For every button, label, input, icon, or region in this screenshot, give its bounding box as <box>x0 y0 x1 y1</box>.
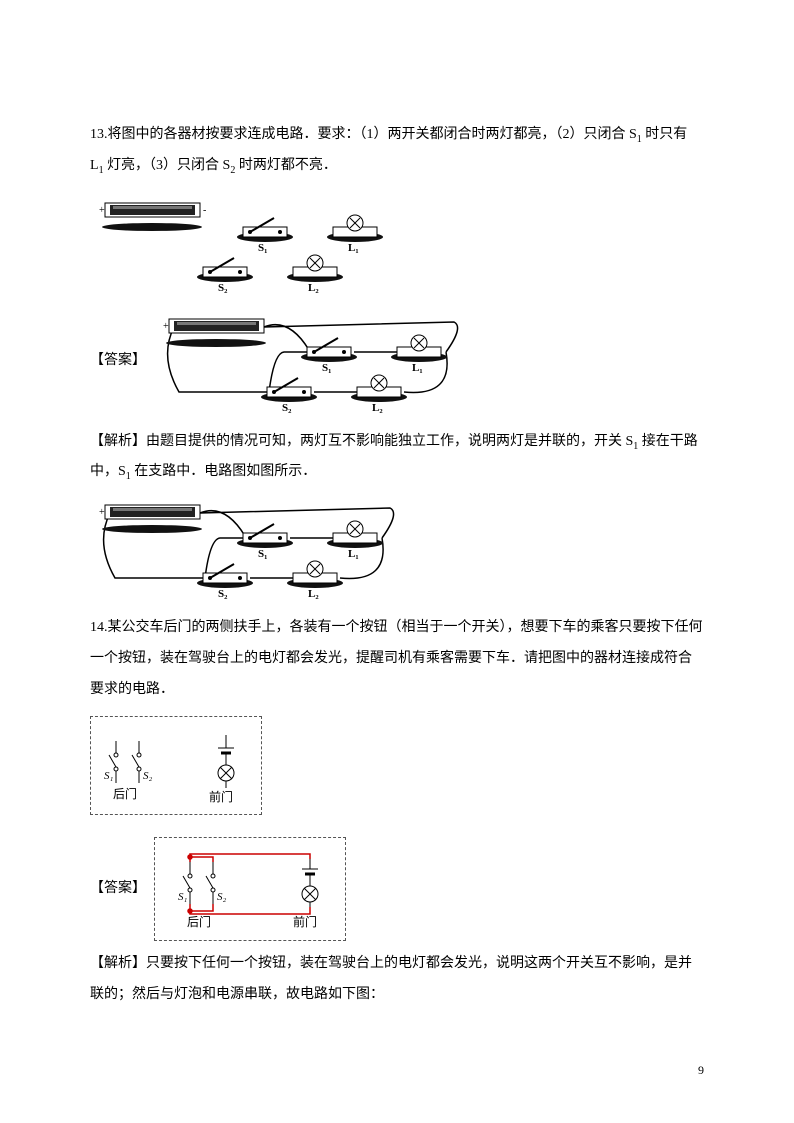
answer-label: 【答案】 <box>90 346 146 377</box>
svg-text:-: - <box>267 321 270 332</box>
svg-text:后门: 后门 <box>187 914 211 929</box>
svg-text:L₂: L₂ <box>372 402 383 414</box>
svg-text:-: - <box>203 205 206 216</box>
svg-text:L₁: L₁ <box>412 362 423 374</box>
q14-analysis: 【解析】只要按下任何一个按钮，装在驾驶台上的电灯都会发光，说明这两个开关互不影响… <box>90 949 704 1011</box>
analysis-label: 【解析】 <box>90 956 146 971</box>
q13-text: 13.将图中的各器材按要求连成电路．要求：（1）两开关都闭合时两灯都亮，（2）只… <box>90 120 704 182</box>
page-number: 9 <box>698 1057 704 1083</box>
q14-diagram-unconnected: S₁ S₂ 后门 前门 <box>90 716 704 828</box>
q13-answer-row: 【答案】 + - S₁ L₁ S₂ L₂ <box>90 307 704 417</box>
svg-text:S₁: S₁ <box>258 242 267 254</box>
page: 13.将图中的各器材按要求连成电路．要求：（1）两开关都闭合时两灯都亮，（2）只… <box>0 0 794 1123</box>
svg-text:L₂: L₂ <box>308 282 319 294</box>
svg-text:L₁: L₁ <box>348 548 359 560</box>
svg-text:+: + <box>163 321 169 332</box>
svg-text:S₂: S₂ <box>143 770 153 782</box>
q13-diagram-answer: + - S₁ L₁ S₂ L₂ <box>154 307 474 417</box>
svg-text:-: - <box>203 507 206 518</box>
answer-label: 【答案】 <box>90 874 146 905</box>
q13-analysis: 【解析】由题目提供的情况可知，两灯互不影响能独立工作，说明两灯是并联的，开关 S… <box>90 427 704 489</box>
q14-number: 14. <box>90 620 108 635</box>
q13-diagram-unconnected: + - S₁ L₁ <box>90 187 704 297</box>
svg-text:+: + <box>99 507 105 518</box>
q14-answer-row: 【答案】 S₁ <box>90 837 704 941</box>
q13-diagram-analysis: + - S₁ L₁ S₂ L₂ <box>90 493 704 603</box>
svg-text:S₁: S₁ <box>104 770 114 782</box>
svg-text:后门: 后门 <box>113 786 137 801</box>
svg-text:前门: 前门 <box>293 914 317 929</box>
svg-text:L₂: L₂ <box>308 588 319 600</box>
svg-text:S₂: S₂ <box>218 588 228 600</box>
q13-number: 13. <box>90 127 108 142</box>
q14-diagram-answer: S₁ S₂ 后门 前门 <box>154 837 346 941</box>
svg-text:S₁: S₁ <box>178 891 188 903</box>
svg-text:前门: 前门 <box>209 789 233 804</box>
svg-text:S₂: S₂ <box>217 891 227 903</box>
svg-text:+: + <box>99 205 105 216</box>
svg-text:L₁: L₁ <box>348 242 359 254</box>
analysis-label: 【解析】 <box>90 434 146 449</box>
svg-text:S₂: S₂ <box>218 282 228 294</box>
svg-text:S₁: S₁ <box>322 362 331 374</box>
svg-text:S₁: S₁ <box>258 548 267 560</box>
svg-text:S₂: S₂ <box>282 402 292 414</box>
q14-text: 14.某公交车后门的两侧扶手上，各装有一个按钮（相当于一个开关），想要下车的乘客… <box>90 613 704 705</box>
